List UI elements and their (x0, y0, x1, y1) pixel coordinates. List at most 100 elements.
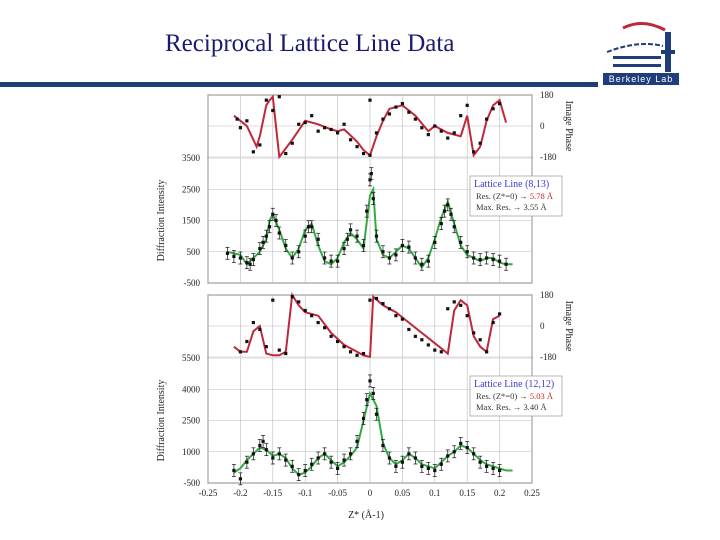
data-point (439, 222, 443, 226)
data-point (420, 126, 424, 130)
data-point (413, 334, 417, 338)
data-point (368, 153, 372, 157)
data-point (387, 256, 392, 260)
y-tick-label: 2500 (182, 184, 201, 194)
x-tick-label: 0.05 (395, 488, 411, 498)
data-point (323, 126, 327, 130)
data-point (355, 353, 359, 357)
data-point (426, 343, 430, 347)
data-point (485, 350, 489, 354)
data-point (264, 345, 268, 349)
data-point (336, 131, 340, 135)
legend-box (469, 375, 563, 417)
data-point (361, 151, 366, 156)
data-point (342, 458, 346, 462)
data-point (225, 251, 230, 255)
data-point (264, 234, 268, 238)
data-point (290, 141, 294, 145)
data-point (323, 452, 327, 456)
data-point (413, 256, 417, 260)
data-point (316, 456, 320, 460)
data-point (446, 307, 450, 311)
data-point (290, 464, 294, 468)
data-point (277, 95, 281, 99)
data-point (459, 240, 463, 244)
data-point (303, 308, 307, 313)
data-point (342, 122, 346, 126)
data-point (498, 259, 502, 263)
data-point (329, 460, 333, 464)
x-tick-label: 0.25 (524, 488, 540, 498)
x-tick-label: 0.15 (459, 488, 475, 498)
data-point (284, 351, 288, 356)
data-point (426, 133, 430, 137)
data-point (368, 298, 372, 302)
slide-title: Reciprocal Lattice Line Data (165, 30, 455, 57)
data-point (290, 256, 294, 260)
data-point (452, 131, 456, 135)
data-point (420, 464, 424, 468)
data-point (374, 296, 379, 301)
data-point (413, 117, 417, 121)
data-point (459, 303, 463, 307)
data-point (446, 136, 450, 140)
data-point (271, 456, 275, 460)
data-point (498, 312, 502, 316)
data-point (348, 350, 353, 354)
data-point (491, 320, 495, 325)
data-point (316, 129, 320, 133)
data-point (465, 103, 469, 107)
data-point (426, 466, 430, 471)
y-axis-label: Image Phase (563, 101, 574, 152)
data-point (274, 218, 278, 223)
y-tick-label: 180 (540, 290, 554, 300)
data-point (478, 141, 482, 145)
data-point (303, 468, 307, 473)
data-point (348, 138, 353, 142)
data-point (348, 228, 353, 232)
data-point (371, 391, 375, 396)
data-point (336, 466, 340, 471)
data-point (400, 102, 404, 106)
data-point (478, 460, 482, 464)
data-point (267, 225, 272, 229)
data-point (284, 458, 288, 462)
data-point (323, 326, 327, 330)
data-point (491, 257, 495, 262)
data-point (459, 114, 463, 118)
data-point (371, 197, 375, 201)
data-point (498, 468, 502, 473)
y-tick-label: -500 (184, 478, 201, 488)
data-point (232, 468, 236, 473)
data-point (361, 416, 366, 421)
y-axis-label: Diffraction Intensity (156, 380, 167, 462)
logo-text: Berkeley Lab (603, 73, 679, 85)
data-point (407, 327, 411, 332)
data-point (238, 256, 242, 260)
data-point (336, 259, 340, 263)
data-point (258, 247, 262, 251)
data-point (407, 110, 411, 114)
berkeley-lab-logo (606, 22, 675, 72)
data-point (235, 117, 239, 121)
x-tick-label: -0.25 (199, 488, 218, 498)
data-point (433, 468, 437, 473)
data-point (355, 439, 359, 443)
data-point (452, 225, 456, 229)
y-tick-label: 0 (540, 121, 545, 131)
data-point (310, 462, 314, 466)
data-point (472, 150, 476, 154)
data-point (310, 114, 314, 118)
data-point (433, 124, 437, 128)
y-tick-label: 3500 (182, 153, 201, 163)
data-point (478, 338, 482, 342)
data-point (374, 131, 379, 135)
data-point (251, 257, 255, 262)
data-point (369, 172, 373, 176)
x-tick-label: 0 (368, 488, 373, 498)
data-point (442, 209, 447, 213)
data-point (310, 314, 314, 318)
data-point (316, 320, 320, 325)
data-point (245, 119, 249, 123)
